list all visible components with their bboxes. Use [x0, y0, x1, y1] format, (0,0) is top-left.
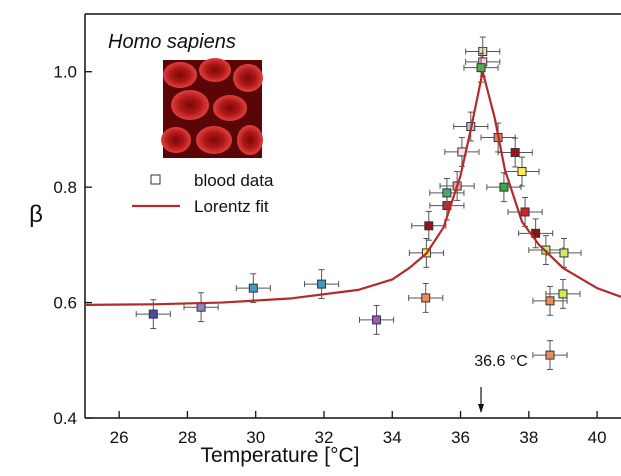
fit-line	[84, 71, 621, 306]
y-tick-label: 0.6	[53, 294, 77, 313]
data-point	[559, 248, 569, 258]
x-tick-label: 30	[246, 428, 265, 447]
data-point	[372, 315, 382, 325]
x-axis-label: Temperature [°C]	[201, 444, 360, 467]
legend: blood data Lorentz fit	[132, 171, 274, 216]
y-tick-label: 1.0	[53, 63, 77, 82]
species-label: Homo sapiens	[108, 31, 236, 53]
y-axis-label: β	[29, 201, 43, 228]
x-tick-label: 28	[178, 428, 197, 447]
legend-label: blood data	[194, 171, 274, 190]
data-point	[545, 296, 555, 306]
data-point	[196, 302, 206, 312]
data-point	[517, 167, 527, 177]
x-tick-label: 26	[110, 428, 129, 447]
data-point	[248, 283, 258, 293]
data-point	[510, 148, 520, 158]
data-point	[148, 309, 158, 319]
x-tick-label: 36	[451, 428, 470, 447]
y-tick-label: 0.4	[53, 409, 77, 428]
legend-label: Lorentz fit	[194, 197, 269, 216]
data-point	[421, 293, 431, 303]
data-point	[558, 289, 568, 299]
marker-arrow-head	[478, 404, 485, 413]
data-point	[545, 350, 555, 360]
legend-symbol	[150, 174, 161, 185]
data-point	[499, 182, 509, 192]
y-tick-label: 0.8	[53, 178, 77, 197]
x-tick-label: 34	[383, 428, 402, 447]
data-point	[424, 221, 434, 231]
data-point	[520, 207, 530, 217]
marker-label: 36.6 °C	[474, 353, 528, 370]
x-tick-label: 32	[315, 428, 334, 447]
x-tick-label: 40	[588, 428, 607, 447]
data-point	[317, 279, 327, 289]
x-tick-label: 38	[519, 428, 538, 447]
data-point	[476, 63, 486, 73]
blood-image	[161, 58, 263, 158]
data-point	[442, 188, 452, 198]
